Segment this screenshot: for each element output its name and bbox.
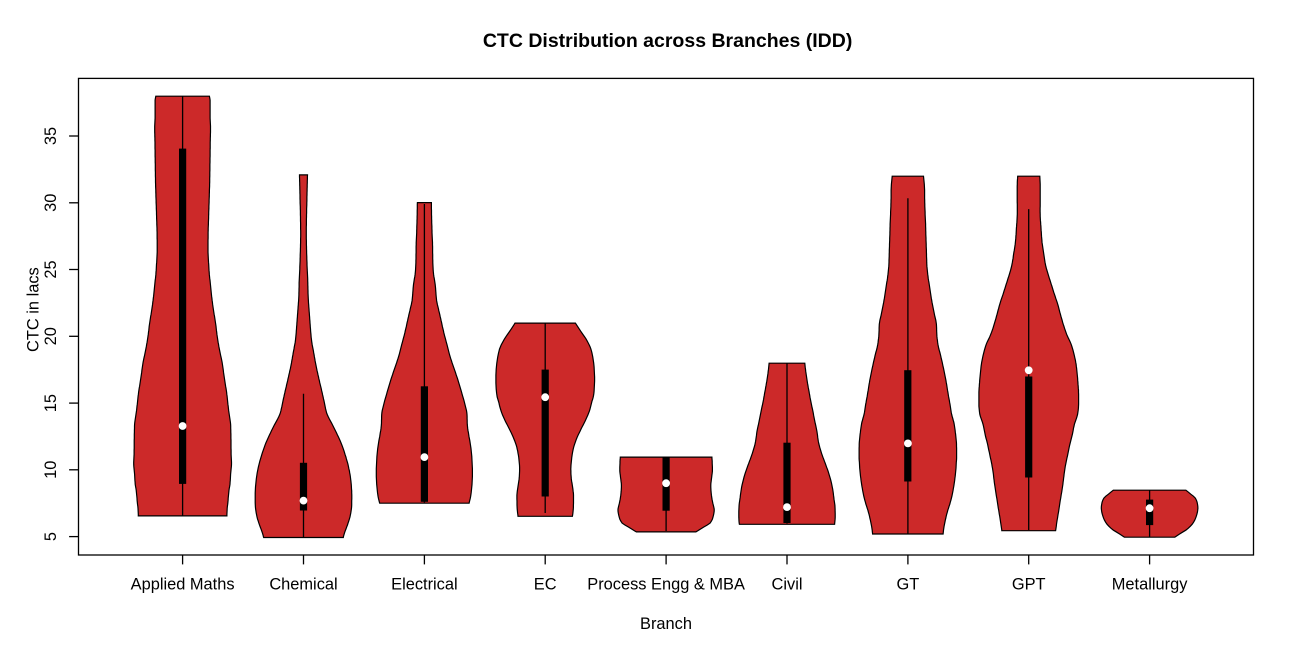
svg-text:Branch: Branch (640, 615, 692, 633)
svg-text:Metallurgy: Metallurgy (1112, 576, 1188, 594)
svg-text:30: 30 (42, 194, 60, 212)
svg-text:Process Engg & MBA: Process Engg & MBA (587, 576, 745, 594)
svg-text:Electrical: Electrical (391, 576, 458, 594)
svg-text:Applied Maths: Applied Maths (131, 576, 235, 594)
svg-text:CTC in lacs: CTC in lacs (25, 267, 43, 352)
svg-text:25: 25 (42, 260, 60, 278)
svg-text:CTC Distribution across Branch: CTC Distribution across Branches (IDD) (483, 30, 852, 52)
svg-text:5: 5 (42, 532, 60, 541)
svg-text:15: 15 (42, 394, 60, 412)
svg-text:10: 10 (42, 461, 60, 479)
svg-text:20: 20 (42, 327, 60, 345)
svg-text:Civil: Civil (772, 576, 803, 594)
svg-text:Chemical: Chemical (269, 576, 337, 594)
svg-text:GT: GT (897, 576, 920, 594)
svg-text:35: 35 (42, 127, 60, 145)
svg-text:EC: EC (534, 576, 557, 594)
svg-text:GPT: GPT (1012, 576, 1046, 594)
